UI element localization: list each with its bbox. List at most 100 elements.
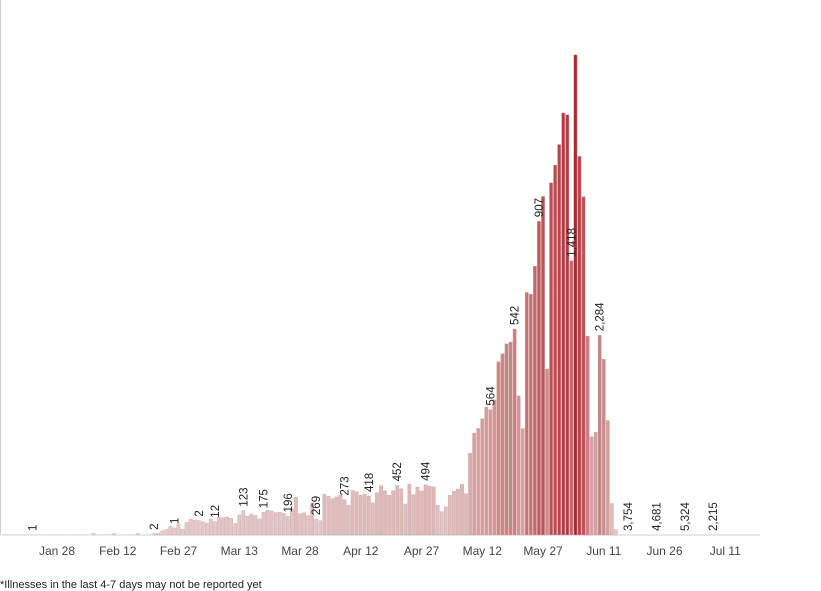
bar[interactable] bbox=[476, 428, 481, 536]
bar[interactable] bbox=[326, 496, 331, 536]
bar[interactable] bbox=[488, 409, 493, 536]
bar[interactable] bbox=[67, 534, 71, 536]
bar[interactable] bbox=[249, 513, 254, 536]
bar[interactable] bbox=[375, 492, 379, 536]
bar[interactable] bbox=[577, 156, 582, 536]
bar[interactable] bbox=[415, 486, 420, 536]
bar[interactable] bbox=[55, 534, 59, 536]
bar[interactable] bbox=[362, 493, 367, 536]
bar[interactable] bbox=[508, 341, 513, 536]
bar[interactable] bbox=[516, 395, 521, 536]
bar[interactable] bbox=[290, 508, 294, 536]
bar[interactable] bbox=[610, 503, 614, 536]
bar[interactable] bbox=[512, 328, 517, 536]
bar[interactable] bbox=[107, 534, 112, 536]
bar[interactable] bbox=[75, 534, 80, 536]
bar[interactable] bbox=[128, 534, 132, 536]
bar[interactable] bbox=[310, 502, 314, 536]
bar[interactable] bbox=[322, 494, 327, 536]
bar[interactable] bbox=[553, 164, 557, 536]
bar[interactable] bbox=[302, 512, 306, 536]
bar[interactable] bbox=[395, 485, 400, 536]
bar[interactable] bbox=[589, 436, 594, 536]
bar[interactable] bbox=[63, 534, 67, 536]
bar[interactable] bbox=[504, 343, 509, 536]
bar[interactable] bbox=[204, 522, 209, 536]
bar[interactable] bbox=[338, 494, 343, 536]
bar[interactable] bbox=[383, 490, 387, 536]
bar[interactable] bbox=[480, 418, 485, 536]
bar[interactable] bbox=[448, 495, 452, 536]
bar[interactable] bbox=[569, 260, 574, 536]
bar[interactable] bbox=[115, 534, 120, 536]
bar[interactable] bbox=[34, 534, 39, 536]
bar[interactable] bbox=[439, 511, 444, 536]
bar[interactable] bbox=[253, 515, 258, 536]
bar[interactable] bbox=[277, 512, 282, 536]
bar[interactable] bbox=[51, 534, 55, 536]
bar[interactable] bbox=[496, 361, 501, 536]
bar[interactable] bbox=[168, 525, 173, 536]
bar[interactable] bbox=[330, 498, 335, 536]
bar[interactable] bbox=[140, 534, 144, 536]
bar[interactable] bbox=[160, 530, 165, 536]
bar[interactable] bbox=[2, 534, 7, 536]
bar[interactable] bbox=[237, 514, 242, 536]
bar[interactable] bbox=[87, 534, 92, 536]
bar[interactable] bbox=[47, 534, 51, 536]
bar[interactable] bbox=[156, 533, 161, 536]
bar[interactable] bbox=[387, 495, 391, 536]
bar[interactable] bbox=[334, 496, 339, 536]
bar[interactable] bbox=[164, 529, 169, 536]
bar[interactable] bbox=[176, 523, 181, 536]
bar[interactable] bbox=[614, 529, 618, 536]
bar[interactable] bbox=[593, 431, 598, 536]
bar[interactable] bbox=[18, 534, 23, 536]
bar[interactable] bbox=[10, 534, 15, 536]
bar[interactable] bbox=[524, 292, 529, 536]
bar[interactable] bbox=[180, 528, 185, 536]
bar[interactable] bbox=[605, 420, 610, 536]
bar[interactable] bbox=[99, 534, 104, 536]
bar[interactable] bbox=[367, 495, 371, 536]
bar[interactable] bbox=[265, 510, 270, 536]
bar[interactable] bbox=[200, 521, 205, 536]
bar[interactable] bbox=[91, 533, 96, 536]
bar[interactable] bbox=[6, 534, 11, 536]
bar[interactable] bbox=[520, 428, 525, 536]
bar[interactable] bbox=[103, 534, 108, 536]
bar[interactable] bbox=[14, 534, 19, 536]
bar[interactable] bbox=[346, 504, 351, 536]
bar[interactable] bbox=[111, 533, 116, 536]
bar[interactable] bbox=[443, 506, 448, 536]
bar[interactable] bbox=[209, 519, 213, 536]
bar[interactable] bbox=[452, 490, 456, 536]
bar[interactable] bbox=[245, 516, 250, 536]
bar[interactable] bbox=[196, 520, 201, 536]
bar[interactable] bbox=[573, 54, 578, 536]
bar[interactable] bbox=[500, 353, 505, 536]
bar[interactable] bbox=[350, 490, 355, 536]
bar[interactable] bbox=[379, 485, 383, 536]
bar[interactable] bbox=[26, 534, 31, 536]
bar[interactable] bbox=[549, 182, 553, 536]
bar[interactable] bbox=[0, 534, 3, 536]
bar[interactable] bbox=[95, 534, 100, 536]
bar[interactable] bbox=[30, 534, 35, 536]
bar[interactable] bbox=[257, 518, 262, 536]
bar[interactable] bbox=[273, 512, 278, 536]
bar[interactable] bbox=[172, 527, 177, 536]
bar[interactable] bbox=[188, 519, 193, 536]
bar[interactable] bbox=[371, 502, 375, 536]
bar[interactable] bbox=[460, 484, 464, 536]
bar[interactable] bbox=[585, 335, 590, 536]
bar[interactable] bbox=[468, 453, 472, 536]
bar[interactable] bbox=[435, 504, 440, 536]
bar[interactable] bbox=[217, 517, 221, 536]
bar[interactable] bbox=[298, 513, 302, 536]
bar[interactable] bbox=[229, 518, 233, 536]
bar[interactable] bbox=[281, 513, 286, 536]
bar[interactable] bbox=[123, 534, 128, 536]
bar[interactable] bbox=[354, 491, 359, 536]
bar[interactable] bbox=[71, 534, 76, 536]
